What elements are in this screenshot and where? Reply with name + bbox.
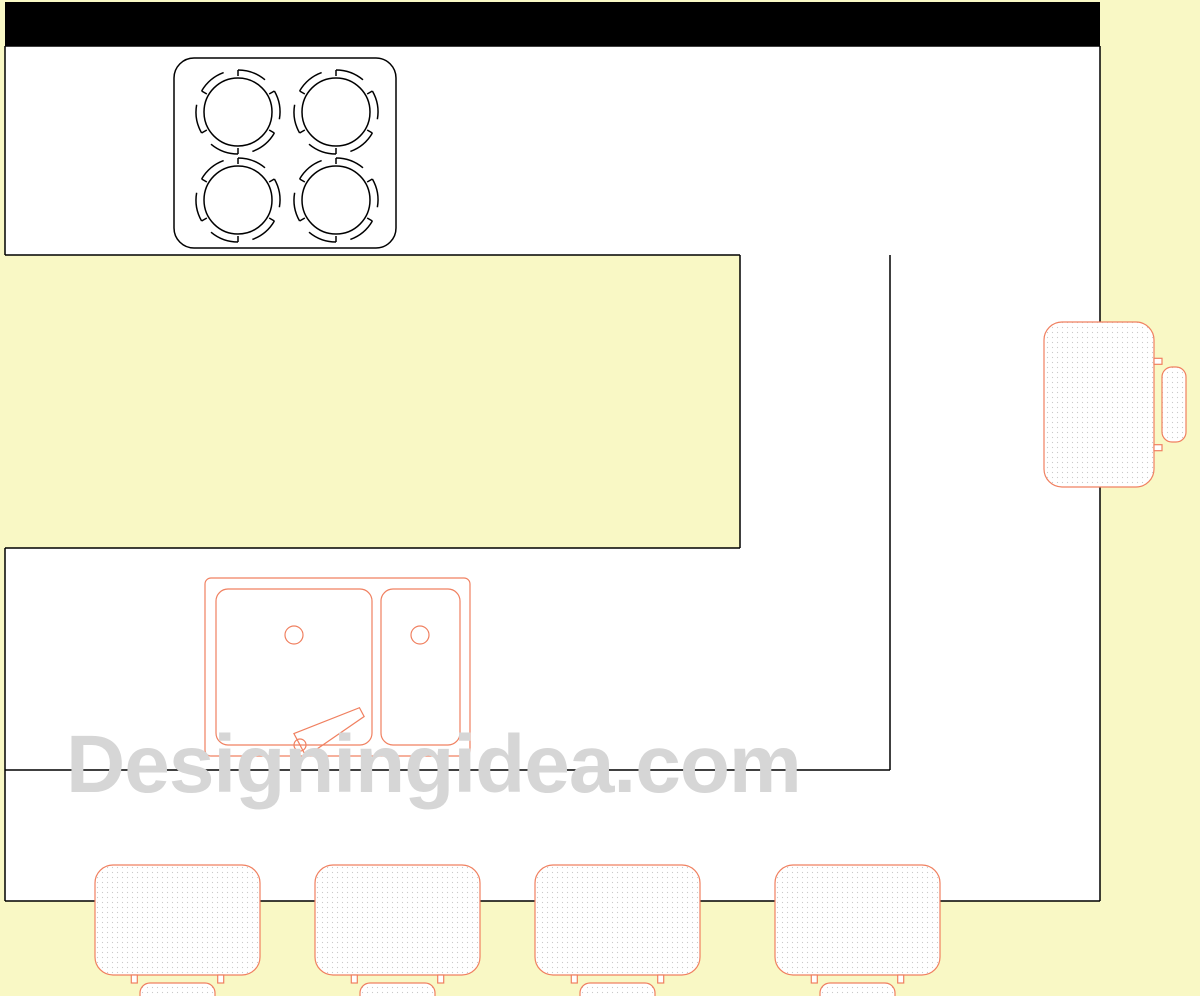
bar-stool-right (0, 0, 1200, 996)
kitchen-floorplan: Designingidea.com (0, 0, 1200, 996)
